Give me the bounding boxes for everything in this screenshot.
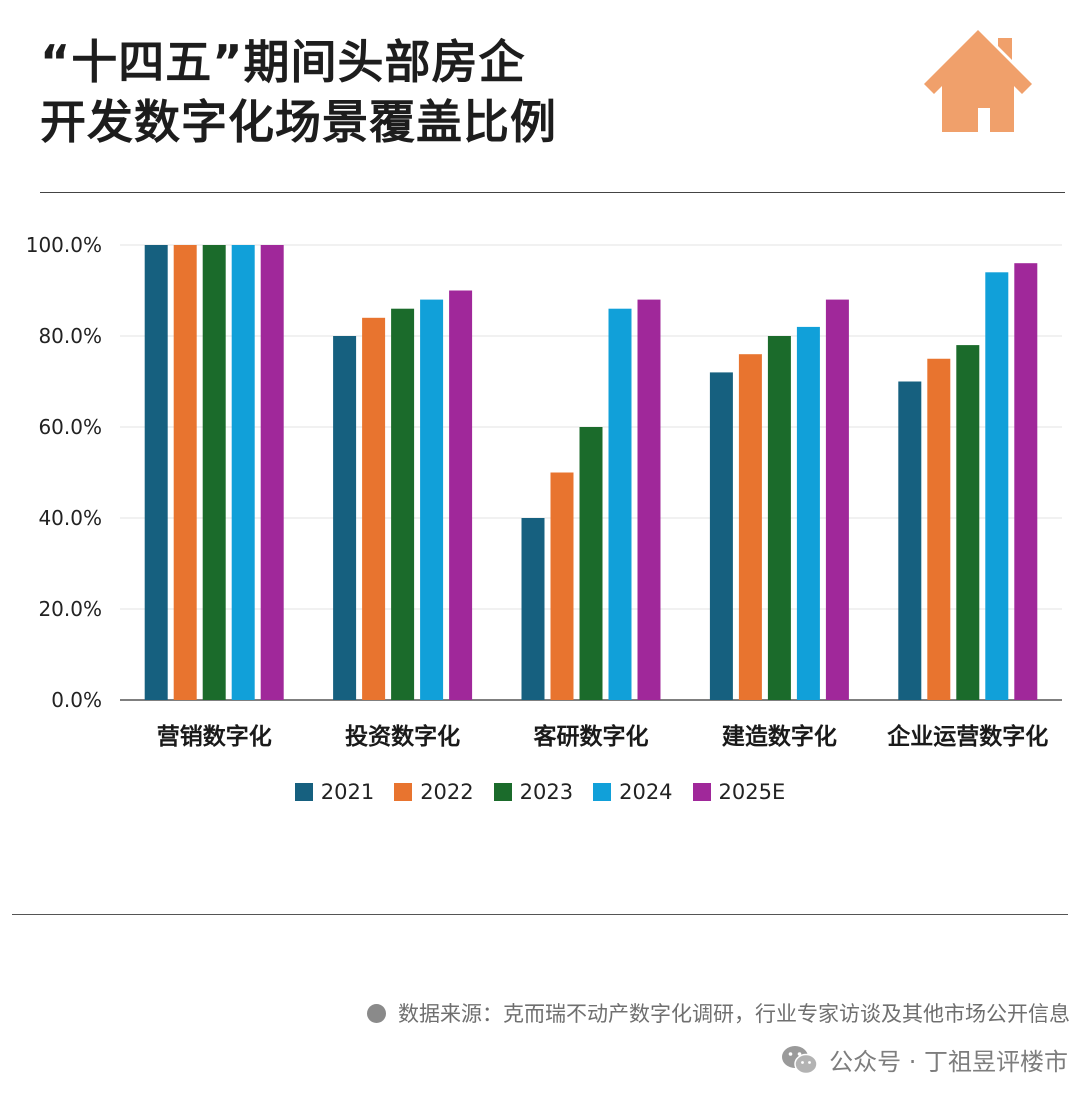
bar [173, 245, 197, 700]
bar [796, 326, 820, 700]
legend-item: 2023 [493, 780, 574, 804]
source-text: 数据来源：克而瑞不动产数字化调研，行业专家访谈及其他市场公开信息 [398, 1002, 1070, 1026]
source-note: 数据来源：克而瑞不动产数字化调研，行业专家访谈及其他市场公开信息 [367, 998, 1070, 1028]
bar [608, 308, 632, 700]
bar [550, 472, 574, 700]
bar [362, 317, 386, 700]
legend-item: 2024 [593, 780, 673, 804]
y-tick-label: 60.0% [38, 415, 102, 439]
bar [709, 372, 733, 700]
bar [738, 354, 762, 700]
chart-legend: 2021 2022 2023 2024 2025E [0, 774, 1080, 810]
bar [202, 245, 226, 700]
chart-title: “十四五”期间头部房企 开发数字化场景覆盖比例 [40, 32, 557, 152]
legend-label: 2024 [619, 780, 673, 804]
bar [956, 345, 980, 700]
bar [637, 299, 661, 700]
legend-swatch [593, 783, 612, 801]
bar [985, 272, 1009, 700]
legend-label: 2021 [320, 780, 375, 804]
legend-swatch [493, 783, 512, 801]
bar [144, 245, 168, 700]
bar [333, 336, 357, 700]
legend-swatch [394, 783, 413, 801]
legend-item: 2022 [394, 780, 474, 804]
bar [231, 245, 255, 700]
y-tick-label: 80.0% [38, 324, 102, 348]
bar [449, 290, 473, 700]
bar [767, 336, 791, 700]
y-tick-label: 20.0% [38, 597, 102, 621]
bar-chart: 0.0% 20.0% 40.0% 60.0% 80.0% 100.0% 营销数字化 投资数字化… [26, 233, 1062, 750]
legend-item: 2021 [294, 780, 375, 804]
house-icon [924, 30, 1032, 132]
legend-label: 2022 [420, 780, 474, 804]
bar [579, 427, 603, 700]
legend-label: 2025E [718, 780, 786, 804]
x-tick-label: 客研数字化 [534, 723, 649, 750]
legend-swatch [692, 783, 711, 801]
legend-swatch [294, 783, 313, 801]
wechat-icon [782, 1045, 818, 1074]
y-tick-label: 40.0% [38, 506, 102, 530]
title-divider [40, 192, 1065, 193]
title-line-1: “十四五”期间头部房企 [40, 35, 526, 89]
bar [1014, 263, 1038, 700]
title-line-2: 开发数字化场景覆盖比例 [40, 95, 557, 149]
bar [521, 518, 545, 700]
brand-text: 公众号 · 丁祖昱评楼市 [829, 1048, 1068, 1076]
footer-divider [12, 914, 1068, 915]
bar [420, 299, 444, 700]
y-tick-label: 0.0% [51, 688, 102, 712]
x-tick-label: 企业运营数字化 [886, 723, 1048, 750]
bar [825, 299, 849, 700]
bar [927, 358, 951, 700]
bar [898, 381, 922, 700]
y-tick-label: 100.0% [26, 233, 102, 257]
x-tick-label: 建造数字化 [722, 723, 837, 750]
bar [391, 308, 415, 700]
x-tick-label: 投资数字化 [345, 723, 460, 750]
bar [260, 245, 284, 700]
dot-icon [367, 1003, 386, 1023]
house-shape [924, 30, 1032, 132]
brand-credit: 公众号 · 丁祖昱评楼市 [781, 1042, 1068, 1077]
legend-label: 2023 [519, 780, 574, 804]
x-tick-label: 营销数字化 [157, 723, 272, 750]
legend-item: 2025E [692, 780, 786, 804]
